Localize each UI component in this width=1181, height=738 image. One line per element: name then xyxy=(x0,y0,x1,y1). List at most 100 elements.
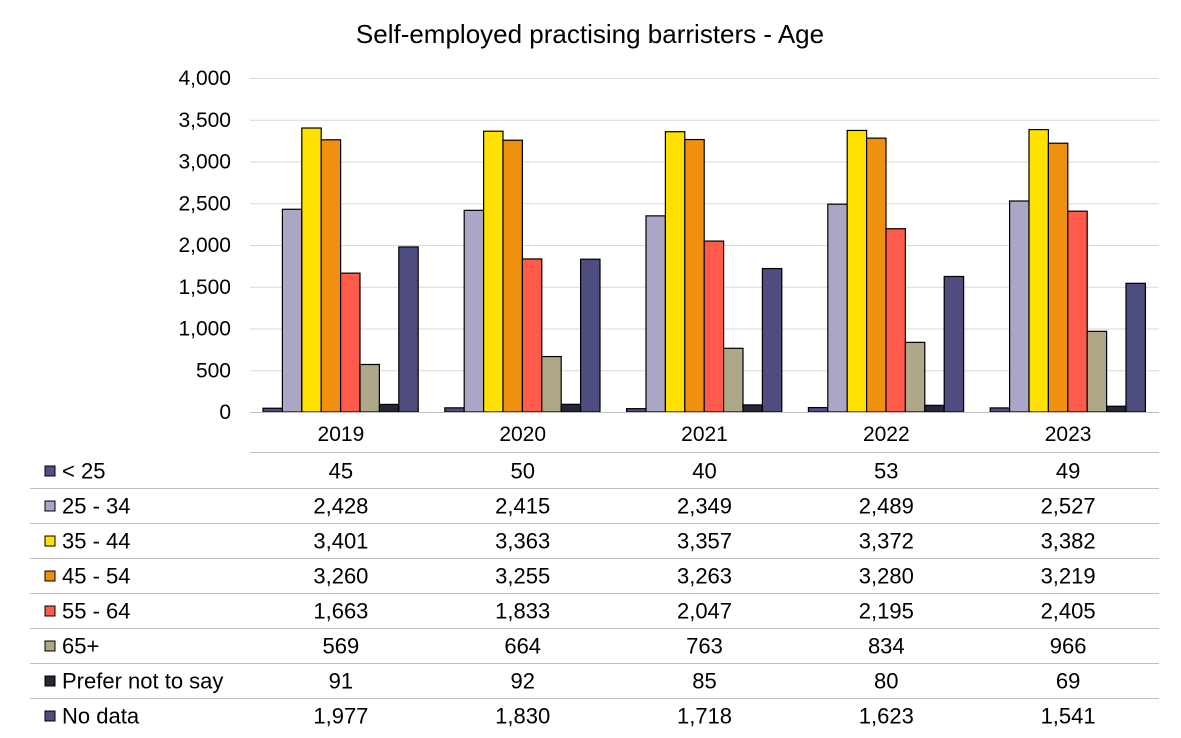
bar xyxy=(521,258,543,413)
table-cell: 1,833 xyxy=(495,599,550,624)
bar xyxy=(320,139,342,413)
table-cell: 91 xyxy=(329,669,353,694)
table-cell: 3,263 xyxy=(677,564,732,589)
x-tick-label: 2020 xyxy=(499,423,546,446)
bar xyxy=(742,404,763,413)
table-cell: 3,363 xyxy=(495,529,550,554)
table-cell: 966 xyxy=(1050,634,1087,659)
table-cell: 3,382 xyxy=(1041,529,1096,554)
legend-label: No data xyxy=(62,704,140,729)
table-cell: 92 xyxy=(510,669,534,694)
table-cell: 1,977 xyxy=(313,704,368,729)
table-cell: 1,718 xyxy=(677,704,732,729)
table-cell: 569 xyxy=(323,634,360,659)
table-cell: 2,527 xyxy=(1041,494,1096,519)
table-cell: 1,663 xyxy=(313,599,368,624)
bar xyxy=(1067,210,1088,413)
table-cell: 85 xyxy=(692,669,716,694)
legend-label: < 25 xyxy=(62,459,105,484)
y-tick-label: 1,000 xyxy=(178,318,231,341)
table-cell: 1,541 xyxy=(1041,704,1096,729)
table-cell: 1,623 xyxy=(859,704,914,729)
chart-title: Self-employed practising barristers - Ag… xyxy=(356,19,824,49)
table-cell: 2,195 xyxy=(859,599,914,624)
bar xyxy=(301,127,322,413)
legend-swatch xyxy=(44,465,56,477)
bar xyxy=(846,129,868,413)
bar xyxy=(398,246,419,413)
bar xyxy=(444,407,465,413)
bar xyxy=(1125,282,1146,413)
bar xyxy=(865,137,887,413)
bars xyxy=(262,127,1146,413)
table-cell: 2,047 xyxy=(677,599,732,624)
bar xyxy=(483,130,504,413)
legend-label: 25 - 34 xyxy=(62,494,131,519)
table-cell: 763 xyxy=(686,634,723,659)
bar xyxy=(703,240,725,413)
bar xyxy=(625,408,647,413)
bar xyxy=(1008,200,1030,413)
bar xyxy=(885,228,906,413)
y-axis: 0 500 1,000 1,500 2,000 2,500 3,000 3,500 4,000 xyxy=(178,67,231,424)
bar xyxy=(645,215,666,413)
table-cell: 80 xyxy=(874,669,898,694)
bar xyxy=(761,267,783,413)
y-tick-label: 2,000 xyxy=(178,234,231,257)
bar xyxy=(340,272,361,413)
bar xyxy=(827,203,848,413)
legend-label: 45 - 54 xyxy=(62,564,131,589)
x-tick-label: 2021 xyxy=(681,423,728,446)
legend-label: 35 - 44 xyxy=(62,529,131,554)
table-cell: 3,372 xyxy=(859,529,914,554)
legend-swatch xyxy=(44,535,56,547)
x-tick-label: 2023 xyxy=(1045,423,1092,446)
bar xyxy=(664,131,686,413)
legend-label: Prefer not to say xyxy=(62,669,223,694)
table-cell: 2,405 xyxy=(1041,599,1096,624)
table-cell: 3,255 xyxy=(495,564,550,589)
bar xyxy=(684,138,705,413)
y-tick-label: 3,000 xyxy=(178,151,231,174)
table-cell: 2,489 xyxy=(859,494,914,519)
bar xyxy=(989,407,1011,413)
table-cell: 2,349 xyxy=(677,494,732,519)
legend-swatch xyxy=(44,675,56,687)
data-table: < 25 45 50 40 53 49 25 - 34 2,428 2,415 2,349 2,48… xyxy=(30,452,1159,729)
table-cell: 3,357 xyxy=(677,529,732,554)
bar xyxy=(541,355,562,413)
bar xyxy=(904,341,926,413)
bar xyxy=(924,404,945,413)
table-cell: 2,428 xyxy=(313,494,368,519)
table-cell: 69 xyxy=(1056,669,1080,694)
bar xyxy=(1047,142,1069,413)
bar xyxy=(579,258,601,413)
bar xyxy=(463,209,485,413)
y-tick-label: 4,000 xyxy=(178,67,231,90)
bar xyxy=(1086,330,1108,413)
table-cell: 664 xyxy=(504,634,541,659)
legend-swatch xyxy=(44,605,56,617)
bar xyxy=(560,403,582,413)
table-cell: 45 xyxy=(329,459,353,484)
table-cell: 1,830 xyxy=(495,704,550,729)
table-cell: 49 xyxy=(1056,459,1080,484)
table-cell: 40 xyxy=(692,459,716,484)
bar xyxy=(502,139,523,413)
legend-label: 65+ xyxy=(62,634,99,659)
x-tick-label: 2022 xyxy=(863,423,910,446)
legend-swatch xyxy=(44,500,56,512)
y-tick-label: 2,500 xyxy=(178,192,231,215)
table-cell: 2,415 xyxy=(495,494,550,519)
bar xyxy=(943,275,965,413)
y-tick-label: 3,500 xyxy=(178,109,231,132)
legend-label: 55 - 64 xyxy=(62,599,131,624)
bar xyxy=(1028,129,1049,413)
bar xyxy=(378,403,400,413)
y-tick-label: 0 xyxy=(219,401,231,424)
table-cell: 3,401 xyxy=(313,529,368,554)
bar xyxy=(1105,405,1127,413)
table-cell: 3,260 xyxy=(313,564,368,589)
table-cell: 834 xyxy=(868,634,905,659)
bar xyxy=(359,363,380,413)
